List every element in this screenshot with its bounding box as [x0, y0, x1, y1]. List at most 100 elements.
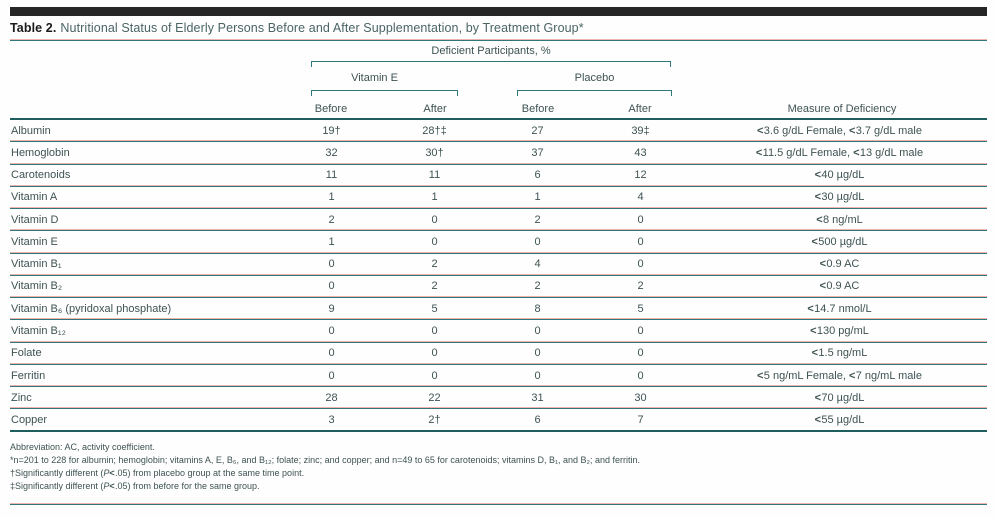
- cell-placebo-after: 39‡: [631, 124, 650, 137]
- cell-placebo-after: 0: [637, 258, 644, 271]
- cell-measure-of-deficiency: <3.6 g/dL Female, <3.7 g/dL male: [757, 124, 922, 137]
- cell-measure-of-deficiency: <5 ng/mL Female, <7 ng/mL male: [757, 369, 922, 382]
- cell-measure-of-deficiency: <1.5 ng/mL: [811, 347, 868, 360]
- cell-measure-of-deficiency: <40 µg/dL: [814, 169, 865, 182]
- cell-measure-of-deficiency: <55 µg/dL: [814, 413, 865, 426]
- column-header-vitamin-e-before: Before: [314, 103, 348, 115]
- spanner-deficient-participants: Deficient Participants, %: [431, 45, 551, 57]
- table-row: Vitamin B₁ 0 2 4 0 <0.9 AC: [10, 254, 987, 276]
- column-header-measure-of-deficiency: Measure of Deficiency: [787, 103, 897, 115]
- cell-vitamin-e-after: 1: [431, 191, 438, 204]
- table-row: Vitamin B₆ (pyridoxal phosphate) 9 5 8 5…: [10, 298, 987, 321]
- cell-vitamin-e-before: 2: [328, 213, 335, 226]
- cell-placebo-before: 0: [534, 369, 541, 382]
- cell-vitamin-e-before: 0: [328, 280, 335, 293]
- table-row: Zinc 28 22 31 30 <70 µg/dL: [10, 387, 987, 410]
- cell-placebo-after: 12: [634, 169, 647, 182]
- cell-placebo-after: 43: [634, 146, 647, 159]
- cell-vitamin-e-after: 0: [431, 325, 438, 338]
- table-row: Albumin 19† 28†‡ 27 39‡ <3.6 g/dL Female…: [10, 120, 987, 143]
- cell-placebo-after: 7: [637, 413, 644, 426]
- cell-vitamin-e-after: 22: [428, 391, 441, 404]
- cell-vitamin-e-before: 0: [328, 347, 335, 360]
- cell-measure-of-deficiency: <11.5 g/dL Female, <13 g/dL male: [755, 146, 924, 159]
- row-label: Vitamin B₁₂: [11, 325, 66, 338]
- cell-placebo-before: 8: [534, 302, 541, 315]
- cell-vitamin-e-before: 9: [328, 302, 335, 315]
- row-label: Vitamin B₁: [11, 258, 62, 271]
- cell-placebo-before: 37: [531, 146, 544, 159]
- table-row: Ferritin 0 0 0 0 <5 ng/mL Female, <7 ng/…: [10, 365, 987, 388]
- table-body: Albumin 19† 28†‡ 27 39‡ <3.6 g/dL Female…: [10, 120, 987, 432]
- cell-vitamin-e-before: 19†: [322, 124, 341, 137]
- footnote: Abbreviation: AC, activity coefficient.: [10, 442, 155, 452]
- cell-vitamin-e-before: 0: [328, 258, 335, 271]
- cell-vitamin-e-before: 28: [325, 391, 338, 404]
- row-label: Vitamin D: [11, 213, 59, 226]
- cell-vitamin-e-before: 11: [325, 169, 338, 182]
- cell-vitamin-e-after: 0: [431, 213, 438, 226]
- spanner-bracket: [311, 61, 671, 67]
- column-header-vitamin-e-after: After: [423, 103, 447, 115]
- table-footnotes: Abbreviation: AC, activity coefficient. *…: [10, 441, 987, 493]
- cell-placebo-before: 6: [534, 413, 541, 426]
- cell-placebo-after: 0: [637, 213, 644, 226]
- cell-vitamin-e-before: 0: [328, 369, 335, 382]
- group-header-placebo: Placebo: [574, 72, 615, 84]
- cell-placebo-after: 2: [637, 280, 644, 293]
- cell-vitamin-e-after: 2: [431, 258, 438, 271]
- cell-placebo-after: 0: [637, 235, 644, 248]
- row-label: Carotenoids: [11, 169, 71, 182]
- cell-vitamin-e-after: 5: [431, 302, 438, 315]
- row-label: Copper: [11, 413, 48, 426]
- cell-vitamin-e-after: 11: [428, 169, 441, 182]
- cell-vitamin-e-before: 1: [328, 191, 335, 204]
- table-row: Folate 0 0 0 0 <1.5 ng/mL: [10, 343, 987, 365]
- cell-placebo-after: 0: [637, 369, 644, 382]
- table-row: Vitamin B₁₂ 0 0 0 0 <130 pg/mL: [10, 320, 987, 343]
- title-divider-rule: [10, 39, 987, 41]
- cell-vitamin-e-before: 1: [328, 235, 335, 248]
- column-header-placebo-after: After: [628, 103, 652, 115]
- cell-vitamin-e-before: 0: [328, 325, 335, 338]
- table-title-text: Nutritional Status of Elderly Persons Be…: [60, 21, 584, 35]
- footnote: ‡Significantly different (P<.05) from be…: [10, 481, 260, 491]
- cell-measure-of-deficiency: <8 ng/mL: [816, 213, 863, 226]
- cell-placebo-before: 2: [534, 280, 541, 293]
- cell-vitamin-e-after: 30†: [425, 146, 444, 159]
- table-row: Vitamin D 2 0 2 0 <8 ng/mL: [10, 209, 987, 232]
- cell-placebo-before: 6: [534, 169, 541, 182]
- table-row: Copper 3 2† 6 7 <55 µg/dL: [10, 409, 987, 432]
- cell-placebo-after: 5: [637, 302, 644, 315]
- cell-vitamin-e-after: 0: [431, 235, 438, 248]
- cell-placebo-before: 31: [531, 391, 544, 404]
- cell-placebo-before: 4: [534, 258, 541, 271]
- cell-measure-of-deficiency: <0.9 AC: [819, 280, 860, 293]
- cell-placebo-before: 0: [534, 347, 541, 360]
- table-row: Hemoglobin 32 30† 37 43 <11.5 g/dL Femal…: [10, 142, 987, 165]
- cell-vitamin-e-before: 32: [325, 146, 338, 159]
- cell-vitamin-e-after: 2†: [428, 413, 441, 426]
- table-title: Table 2. Nutritional Status of Elderly Pe…: [10, 21, 987, 35]
- row-label: Vitamin B₂: [11, 280, 63, 293]
- table-header: Deficient Participants, % Vitamin E Plac…: [10, 44, 987, 120]
- cell-measure-of-deficiency: <14.7 nmol/L: [807, 302, 872, 315]
- cell-measure-of-deficiency: <70 µg/dL: [814, 391, 865, 404]
- vitamin-e-bracket: [311, 90, 458, 96]
- row-label: Vitamin E: [11, 235, 58, 248]
- cell-measure-of-deficiency: <130 pg/mL: [810, 325, 869, 338]
- table-row: Vitamin E 1 0 0 0 <500 µg/dL: [10, 231, 987, 254]
- row-label: Hemoglobin: [11, 146, 70, 159]
- row-label: Albumin: [11, 124, 51, 137]
- table-row: Vitamin B₂ 0 2 2 2 <0.9 AC: [10, 276, 987, 299]
- table-row: Vitamin A 1 1 1 4 <30 µg/dL: [10, 187, 987, 210]
- cell-placebo-after: 4: [637, 191, 644, 204]
- row-label: Folate: [11, 347, 42, 360]
- cell-measure-of-deficiency: <0.9 AC: [819, 258, 860, 271]
- cell-measure-of-deficiency: <30 µg/dL: [814, 191, 865, 204]
- cell-vitamin-e-after: 28†‡: [422, 124, 447, 137]
- cell-placebo-before: 27: [531, 124, 544, 137]
- cell-vitamin-e-after: 0: [431, 347, 438, 360]
- cell-vitamin-e-before: 3: [328, 413, 335, 426]
